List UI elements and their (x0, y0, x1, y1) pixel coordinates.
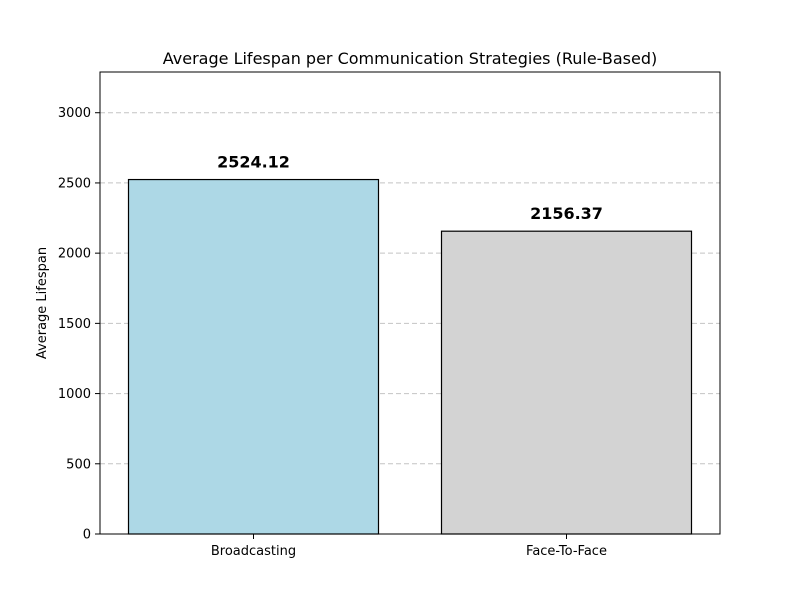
y-tick-label: 1500 (58, 317, 91, 332)
bars (127, 178, 693, 535)
x-tick-label: Broadcasting (211, 544, 296, 559)
x-tick-label: Face-To-Face (526, 544, 607, 559)
y-axis-label: Average Lifespan (35, 247, 50, 359)
y-tick-label: 0 (83, 528, 91, 543)
bar-broadcasting (127, 178, 380, 535)
y-axis: 0 500 1000 1500 2000 2500 3000 (58, 106, 100, 543)
bar-face-to-face (440, 230, 693, 535)
x-axis: Broadcasting Face-To-Face (211, 534, 607, 559)
y-tick-label: 2000 (58, 247, 91, 262)
y-tick-label: 1000 (58, 387, 91, 402)
data-label: 2156.37 (530, 204, 603, 223)
plot-frame (99, 71, 721, 535)
data-labels: 2524.12 2156.37 (217, 153, 603, 224)
y-tick-label: 2500 (58, 176, 91, 191)
y-tick-label: 3000 (58, 106, 91, 121)
chart-title: Average Lifespan per Communication Strat… (163, 49, 657, 68)
y-tick-label: 500 (66, 457, 91, 472)
data-label: 2524.12 (217, 153, 290, 172)
